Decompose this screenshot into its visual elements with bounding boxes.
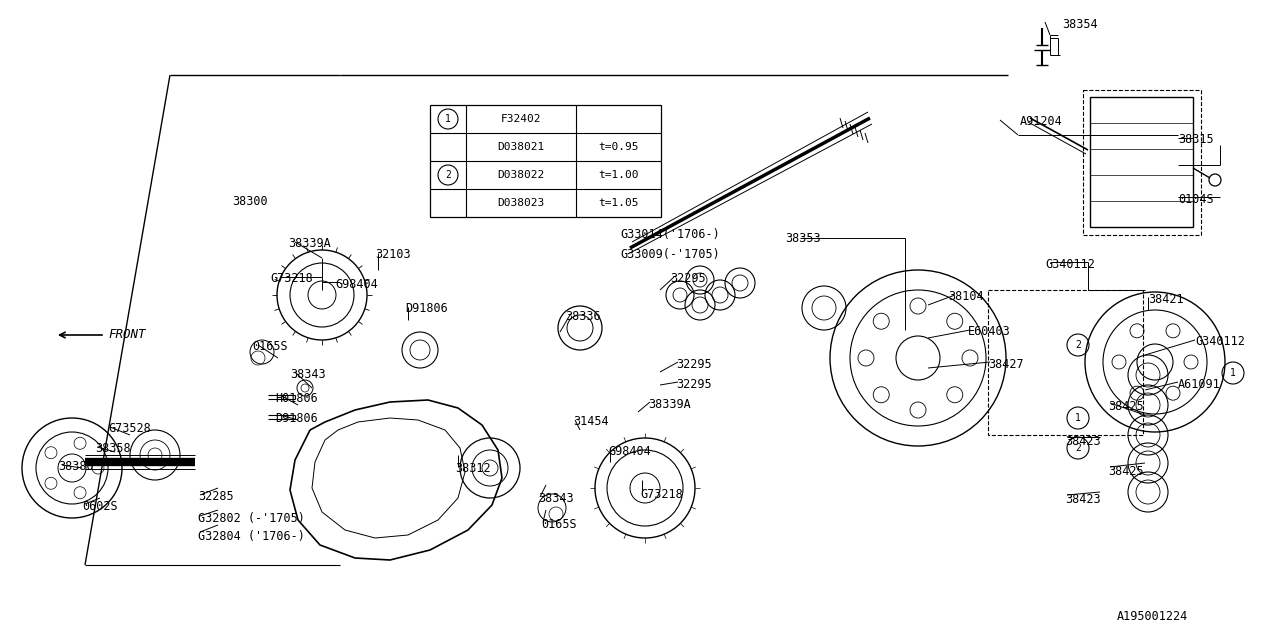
Text: FRONT: FRONT	[108, 328, 146, 342]
Text: G33009(-'1705): G33009(-'1705)	[620, 248, 719, 261]
Text: G33014('1706-): G33014('1706-)	[620, 228, 719, 241]
Text: G98404: G98404	[608, 445, 650, 458]
Text: D038023: D038023	[498, 198, 544, 208]
Text: 2: 2	[445, 170, 451, 180]
Text: D038022: D038022	[498, 170, 544, 180]
Text: 38423: 38423	[1065, 435, 1101, 448]
Text: 38300: 38300	[232, 195, 268, 208]
Text: G340112: G340112	[1196, 335, 1245, 348]
Text: A195001224: A195001224	[1116, 610, 1188, 623]
Text: 0165S: 0165S	[541, 518, 576, 531]
Text: 32295: 32295	[676, 378, 712, 391]
Text: 38425: 38425	[1108, 400, 1143, 413]
Text: 32295: 32295	[669, 272, 705, 285]
Text: 31454: 31454	[573, 415, 608, 428]
Text: D038021: D038021	[498, 142, 544, 152]
Text: F32402: F32402	[500, 114, 541, 124]
Text: 38354: 38354	[1062, 18, 1098, 31]
Text: 32295: 32295	[676, 358, 712, 371]
Bar	[1083, 90, 1201, 235]
Text: 32285: 32285	[198, 490, 234, 503]
Text: t=0.95: t=0.95	[598, 142, 639, 152]
Bar	[430, 105, 660, 217]
Text: H01806: H01806	[275, 392, 317, 405]
Text: 1: 1	[445, 114, 451, 124]
Text: 38315: 38315	[1178, 133, 1213, 146]
Text: G98404: G98404	[335, 278, 378, 291]
Bar	[988, 290, 1143, 435]
Text: 2: 2	[1075, 340, 1080, 350]
Text: A61091: A61091	[1178, 378, 1221, 391]
Text: 38425: 38425	[1108, 465, 1143, 478]
Text: 38104: 38104	[948, 290, 983, 303]
Text: G32802 (-'1705): G32802 (-'1705)	[198, 512, 305, 525]
Text: 2: 2	[1075, 443, 1080, 453]
Text: 38423: 38423	[1065, 493, 1101, 506]
Text: 38427: 38427	[988, 358, 1024, 371]
Text: 38336: 38336	[564, 310, 600, 323]
Text: t=1.00: t=1.00	[598, 170, 639, 180]
Text: E60403: E60403	[968, 325, 1011, 338]
Text: A91204: A91204	[1020, 115, 1062, 128]
Text: G73528: G73528	[108, 422, 151, 435]
Text: G340112: G340112	[1044, 258, 1094, 271]
Text: 0602S: 0602S	[82, 500, 118, 513]
Text: 0165S: 0165S	[252, 340, 288, 353]
Text: 0104S: 0104S	[1178, 193, 1213, 206]
Text: 38339A: 38339A	[648, 398, 691, 411]
Text: 38339A: 38339A	[288, 237, 330, 250]
Text: 38380: 38380	[58, 460, 93, 473]
Text: 38312: 38312	[454, 462, 490, 475]
Text: 38358: 38358	[95, 442, 131, 455]
Bar	[1091, 97, 1193, 227]
Text: t=1.05: t=1.05	[598, 198, 639, 208]
Text: 1: 1	[1230, 368, 1236, 378]
Text: 38343: 38343	[538, 492, 573, 505]
Text: D91806: D91806	[275, 412, 317, 425]
Text: G32804 ('1706-): G32804 ('1706-)	[198, 530, 305, 543]
Text: 32103: 32103	[375, 248, 411, 261]
Text: 38343: 38343	[291, 368, 325, 381]
Text: G73218: G73218	[640, 488, 682, 501]
Text: 1: 1	[1075, 413, 1080, 423]
Text: D91806: D91806	[404, 302, 448, 315]
Text: 38353: 38353	[785, 232, 820, 245]
Text: G73218: G73218	[270, 272, 312, 285]
Text: 38421: 38421	[1148, 293, 1184, 306]
